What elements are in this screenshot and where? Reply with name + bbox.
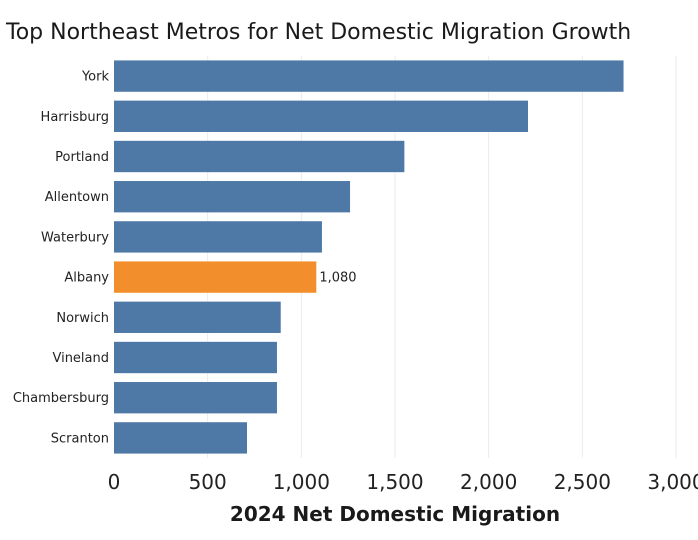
bar-vineland[interactable]	[114, 341, 277, 374]
category-label-norwich: Norwich	[56, 311, 109, 326]
chart-title: Top Northeast Metros for Net Domestic Mi…	[6, 20, 632, 45]
x-tick-label: 0	[108, 470, 121, 494]
category-labels: York Harrisburg Portland Allentown Waterbury…	[13, 70, 110, 447]
x-tick-label: 500	[189, 470, 227, 494]
bar-allentown[interactable]	[114, 181, 351, 213]
bar-norwich[interactable]	[114, 301, 281, 333]
category-label-vineland: Vineland	[52, 351, 109, 366]
category-label-waterbury: Waterbury	[41, 230, 109, 245]
category-label-scranton: Scranton	[51, 431, 109, 446]
category-label-allentown: Allentown	[45, 190, 109, 205]
bar-albany[interactable]	[114, 261, 317, 293]
bar-york[interactable]	[114, 60, 624, 92]
data-labels: 1,080	[319, 271, 356, 286]
bar-chambersburg[interactable]	[114, 382, 277, 414]
x-tick-label: 1,000	[273, 470, 330, 494]
bar-scranton[interactable]	[114, 422, 248, 454]
x-axis-title: 2024 Net Domestic Migration	[229, 502, 561, 526]
x-axis-ticks: 0 500 1,000 1,500 2,000 2,500 3,000	[108, 470, 698, 494]
data-label-albany: 1,080	[319, 271, 356, 286]
category-label-harrisburg: Harrisburg	[41, 110, 109, 125]
bars	[114, 60, 624, 454]
x-tick-label: 1,500	[366, 470, 423, 494]
category-label-chambersburg: Chambersburg	[13, 391, 109, 406]
bar-waterbury[interactable]	[114, 221, 322, 253]
x-tick-label: 2,000	[460, 470, 517, 494]
category-label-york: York	[81, 70, 110, 85]
bar-harrisburg[interactable]	[114, 100, 529, 132]
x-tick-label: 3,000	[647, 470, 698, 494]
category-label-portland: Portland	[55, 150, 109, 165]
category-label-albany: Albany	[64, 271, 109, 286]
x-tick-label: 2,500	[554, 470, 611, 494]
bar-portland[interactable]	[114, 140, 405, 173]
